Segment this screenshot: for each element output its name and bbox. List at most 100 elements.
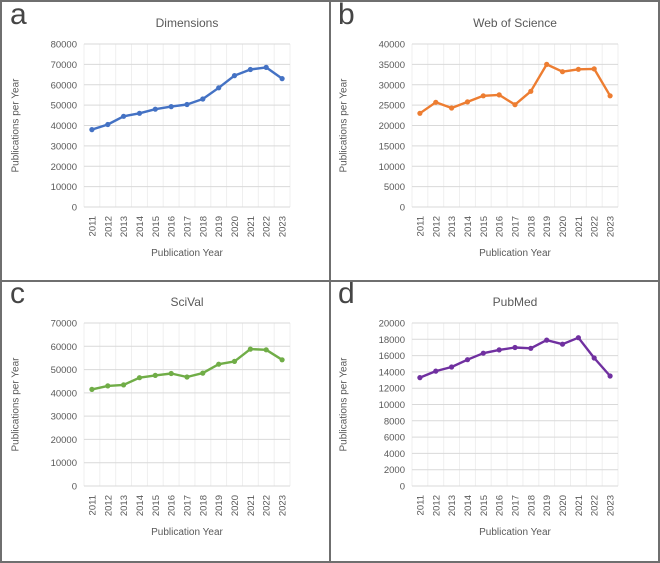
svg-text:2022: 2022 (262, 495, 273, 516)
svg-text:2019: 2019 (542, 216, 553, 237)
svg-text:2017: 2017 (183, 216, 194, 237)
y-axis-label-wrap: Publications per Year (336, 323, 352, 486)
svg-text:2021: 2021 (574, 216, 585, 237)
chart-title-scival: SciVal (170, 295, 204, 309)
svg-text:2012: 2012 (103, 216, 114, 237)
svg-text:2014: 2014 (463, 216, 474, 237)
y-axis-label: Publications per Year (10, 357, 22, 452)
svg-text:8000: 8000 (384, 416, 405, 427)
svg-text:2018: 2018 (198, 495, 209, 516)
svg-text:2018: 2018 (526, 216, 537, 237)
svg-text:2012: 2012 (431, 495, 442, 516)
svg-text:14000: 14000 (379, 367, 405, 378)
svg-text:5000: 5000 (384, 182, 405, 193)
svg-text:2011: 2011 (87, 495, 98, 515)
svg-text:2022: 2022 (590, 216, 601, 237)
svg-text:2023: 2023 (278, 495, 289, 516)
svg-text:2016: 2016 (167, 495, 178, 516)
y-axis-label: Publications per Year (338, 357, 350, 452)
svg-text:2013: 2013 (447, 495, 458, 516)
svg-text:20000: 20000 (379, 319, 405, 330)
svg-text:40000: 40000 (51, 121, 77, 132)
svg-text:2013: 2013 (119, 216, 130, 237)
chart-title-pubmed: PubMed (492, 295, 538, 309)
svg-text:2011: 2011 (415, 495, 426, 515)
svg-text:50000: 50000 (51, 365, 77, 376)
svg-text:2015: 2015 (479, 495, 490, 516)
svg-text:30000: 30000 (51, 141, 77, 152)
panel-web-of-science: b Web of Science Publications per Year 0… (330, 2, 658, 281)
svg-text:2020: 2020 (558, 495, 569, 516)
svg-text:2023: 2023 (606, 216, 617, 237)
svg-text:2014: 2014 (463, 495, 474, 516)
svg-text:2018: 2018 (198, 216, 209, 237)
svg-text:2019: 2019 (542, 495, 553, 516)
svg-text:2014: 2014 (135, 495, 146, 516)
svg-text:0: 0 (72, 482, 77, 493)
svg-text:40000: 40000 (379, 40, 405, 51)
line-chart-dimensions: 0 10000 20000 30000 40000 50000 60000 70000 8000… (51, 40, 291, 237)
svg-text:2017: 2017 (183, 495, 194, 516)
svg-text:10000: 10000 (51, 182, 77, 193)
svg-text:2017: 2017 (511, 216, 522, 237)
chart-title-web-of-science: Web of Science (473, 16, 557, 30)
svg-text:2015: 2015 (151, 495, 162, 516)
svg-text:2023: 2023 (606, 495, 617, 516)
panel-label-d: d (338, 277, 355, 310)
panel-scival: c SciVal Publications per Year 0 10000 200… (2, 277, 330, 561)
svg-text:2012: 2012 (431, 216, 442, 237)
svg-text:0: 0 (400, 203, 405, 214)
x-axis-label: Publication Year (479, 248, 551, 259)
svg-text:2014: 2014 (135, 216, 146, 237)
svg-text:10000: 10000 (379, 162, 405, 173)
svg-text:20000: 20000 (51, 435, 77, 446)
x-axis-label: Publication Year (151, 248, 223, 259)
svg-text:50000: 50000 (51, 101, 77, 112)
y-axis-label: Publications per Year (10, 78, 22, 173)
x-axis-label: Publication Year (479, 527, 551, 538)
svg-text:2020: 2020 (230, 216, 241, 237)
svg-text:2021: 2021 (246, 216, 257, 237)
svg-text:2018: 2018 (526, 495, 537, 516)
svg-text:2019: 2019 (214, 216, 225, 237)
svg-text:10000: 10000 (379, 400, 405, 411)
svg-text:18000: 18000 (379, 335, 405, 346)
y-axis-label-wrap: Publications per Year (8, 323, 24, 486)
svg-text:2021: 2021 (574, 495, 585, 516)
y-axis-label-wrap: Publications per Year (8, 44, 24, 207)
panel-dimensions: a Dimensions Publications per Year 0 1000… (2, 2, 330, 281)
svg-text:0: 0 (400, 482, 405, 493)
svg-text:2020: 2020 (558, 216, 569, 237)
svg-text:20000: 20000 (379, 121, 405, 132)
line-chart-pubmed: 0 2000 4000 6000 8000 10000 12000 14000 16000 180… (379, 319, 619, 516)
horizontal-divider (2, 280, 658, 282)
svg-text:60000: 60000 (51, 342, 77, 353)
svg-text:70000: 70000 (51, 60, 77, 71)
svg-text:10000: 10000 (51, 458, 77, 469)
svg-text:40000: 40000 (51, 388, 77, 399)
svg-text:2013: 2013 (447, 216, 458, 237)
svg-text:2021: 2021 (246, 495, 257, 516)
svg-text:2015: 2015 (151, 216, 162, 237)
svg-text:6000: 6000 (384, 433, 405, 444)
svg-text:4000: 4000 (384, 449, 405, 460)
svg-text:2011: 2011 (87, 216, 98, 236)
x-axis-label: Publication Year (151, 527, 223, 538)
line-chart-web-of-science: 0 5000 10000 15000 20000 25000 30000 35000 40000… (379, 40, 619, 237)
svg-text:2020: 2020 (230, 495, 241, 516)
svg-text:70000: 70000 (51, 319, 77, 330)
svg-text:2019: 2019 (214, 495, 225, 516)
svg-text:2013: 2013 (119, 495, 130, 516)
svg-text:30000: 30000 (51, 412, 77, 423)
svg-text:2012: 2012 (103, 495, 114, 516)
y-axis-label: Publications per Year (338, 78, 350, 173)
svg-text:0: 0 (72, 203, 77, 214)
svg-text:30000: 30000 (379, 80, 405, 91)
svg-text:16000: 16000 (379, 351, 405, 362)
svg-text:2011: 2011 (415, 216, 426, 236)
svg-text:2022: 2022 (262, 216, 273, 237)
svg-text:2016: 2016 (495, 495, 506, 516)
line-chart-scival: 0 10000 20000 30000 40000 50000 60000 70000 2011… (51, 319, 291, 516)
svg-text:15000: 15000 (379, 141, 405, 152)
